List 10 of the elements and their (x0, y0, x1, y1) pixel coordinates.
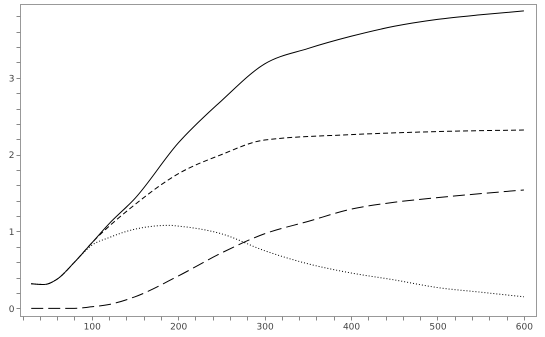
x-tick-label: 500 (429, 322, 447, 332)
y-tick-label: 2 (8, 151, 14, 162)
x-tick-label: 100 (84, 322, 102, 332)
y-tick-label: 1 (8, 228, 14, 238)
x-tick-label: 600 (516, 322, 534, 332)
y-tick-label: 0 (8, 304, 15, 315)
x-tick-label: 200 (170, 322, 188, 332)
x-tick-label: 400 (342, 322, 360, 332)
y-tick-label: 3 (8, 74, 14, 84)
x-tick-label: 300 (256, 322, 274, 332)
